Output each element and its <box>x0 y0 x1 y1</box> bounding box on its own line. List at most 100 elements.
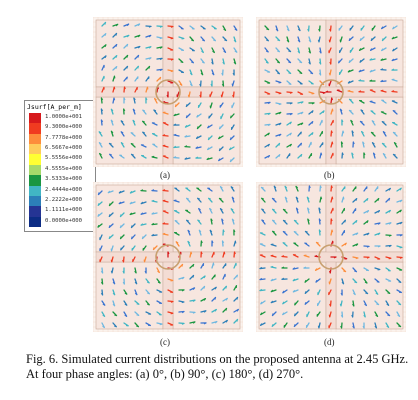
current-arrow-head <box>289 91 293 94</box>
current-arrow-head <box>351 152 354 156</box>
antenna-current-field <box>93 17 243 167</box>
current-arrow-head <box>330 185 333 189</box>
current-arrow-head <box>159 37 163 40</box>
current-arrow-head <box>331 197 334 200</box>
current-arrow-head <box>151 212 155 215</box>
current-arrow-head <box>208 197 211 200</box>
current-arrow-head <box>123 108 126 112</box>
current-arrow-head <box>225 320 228 323</box>
current-arrow-head <box>366 210 369 213</box>
current-arrow-head <box>314 254 318 257</box>
current-arrow-head <box>366 245 370 248</box>
current-arrow-head <box>362 325 365 329</box>
current-arrow-head <box>311 121 314 124</box>
current-arrow-head <box>304 291 307 294</box>
current-arrow-head <box>282 301 285 305</box>
current-arrow-head <box>118 201 122 204</box>
current-arrow-head <box>347 80 351 84</box>
current-arrow-head <box>343 270 346 273</box>
current-arrow-head <box>261 186 264 189</box>
panel-label-c: (c) <box>160 337 170 347</box>
current-arrow-head <box>360 109 364 112</box>
current-arrow-head <box>371 131 374 134</box>
current-arrow-head <box>166 94 169 98</box>
current-arrow-head <box>399 209 402 213</box>
current-arrow-head <box>281 255 285 258</box>
current-arrow-head <box>162 134 166 137</box>
panel-label-b: (b) <box>324 170 335 180</box>
current-arrow-head <box>236 319 239 322</box>
current-arrow-head <box>151 199 155 202</box>
current-arrow-head <box>340 292 343 296</box>
current-arrow-head <box>377 198 380 201</box>
current-arrow-head <box>201 50 204 53</box>
current-arrow-head <box>388 210 391 213</box>
current-arrow-head <box>355 198 358 201</box>
current-arrow-head <box>370 38 373 41</box>
current-arrow-head <box>151 189 155 192</box>
current-vectors <box>98 21 238 163</box>
radiating-patch <box>172 261 241 330</box>
current-arrow-head <box>234 50 238 53</box>
current-arrow-head <box>366 256 370 259</box>
current-arrow-head <box>189 83 193 87</box>
current-arrow-head <box>300 143 302 146</box>
current-arrow-head <box>133 97 136 101</box>
current-arrow-head <box>174 104 177 107</box>
legend-color-swatch <box>29 113 41 124</box>
current-arrow-head <box>110 270 113 274</box>
current-arrow-head <box>282 290 285 294</box>
current-arrow-head <box>388 234 392 237</box>
current-arrow-head <box>111 130 114 134</box>
current-arrow-head <box>341 141 344 145</box>
radiating-patch <box>258 184 327 253</box>
current-arrow-head <box>318 61 322 65</box>
current-arrow-head <box>233 61 236 65</box>
current-arrow-head <box>387 292 390 294</box>
current-arrow-head <box>259 266 263 270</box>
current-arrow-head <box>294 231 297 233</box>
current-arrow-head <box>220 186 223 189</box>
legend-value: 1.1111e+000 <box>45 207 83 214</box>
current-arrow-head <box>129 190 133 194</box>
current-arrow-head <box>377 222 381 225</box>
current-arrow-head <box>388 222 392 225</box>
current-arrow-head <box>163 144 166 147</box>
current-arrow-head <box>190 251 193 255</box>
current-arrow-head <box>304 301 307 305</box>
current-arrow-head <box>157 281 161 284</box>
current-plot-b <box>256 17 406 167</box>
current-arrow-head <box>281 266 285 269</box>
current-arrow-head <box>148 35 152 38</box>
current-arrow-head <box>299 61 302 64</box>
current-arrow-head <box>270 265 274 268</box>
current-arrow-head <box>142 109 146 112</box>
current-arrow-head <box>181 264 184 267</box>
current-arrow-head <box>233 251 236 255</box>
current-arrow-head <box>318 28 321 32</box>
current-arrow-head <box>261 197 264 200</box>
current-arrow-head <box>364 303 367 306</box>
current-arrow-head <box>218 148 221 151</box>
current-arrow-head <box>120 120 124 123</box>
current-arrow-head <box>295 185 299 189</box>
current-arrow-head <box>261 208 265 211</box>
current-arrow-head <box>170 37 173 40</box>
current-arrow-head <box>108 236 111 239</box>
current-arrow-head <box>355 243 359 247</box>
current-arrow-head <box>137 55 140 58</box>
current-arrow-head <box>112 303 115 307</box>
feed-highlight-circle <box>318 79 344 105</box>
legend-value: 3.5333e+000 <box>45 176 83 183</box>
legend-value: 2.2222e+000 <box>45 196 83 203</box>
current-arrow-head <box>344 242 347 246</box>
current-arrow-head <box>322 92 326 95</box>
current-arrow-head <box>126 35 130 38</box>
current-arrow-head <box>112 281 115 285</box>
current-arrow-head <box>111 108 114 112</box>
current-arrow-head <box>271 254 274 257</box>
current-arrow-head <box>137 34 141 38</box>
current-arrow-head <box>151 222 155 226</box>
current-arrow-head <box>380 68 384 71</box>
legend-color-bar <box>29 113 41 227</box>
